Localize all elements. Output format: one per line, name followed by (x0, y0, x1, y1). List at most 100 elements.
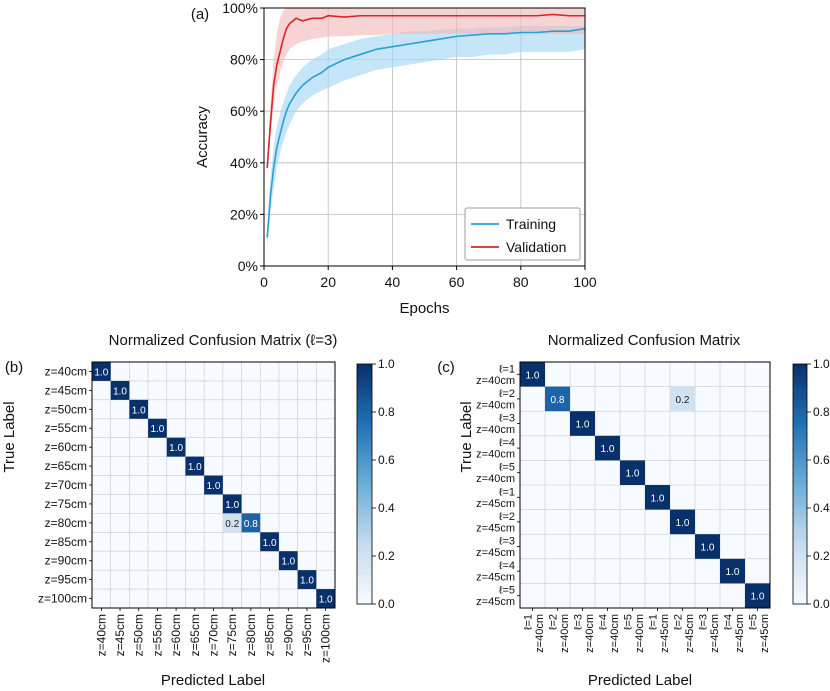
undefined-y-axis-label: True Label (458, 401, 475, 472)
undefined-cell-7-7 (695, 534, 720, 559)
undefined-cell-label-3-3: 1.0 (601, 444, 615, 455)
undefined-row-label-1-line-0: ℓ=2 (499, 388, 515, 400)
undefined-col-label-2-line-0: ℓ=3 (573, 614, 585, 630)
undefined-row-label-2-line-0: ℓ=3 (499, 413, 515, 425)
undefined-col-label-4-line-0: ℓ=5 (623, 614, 635, 630)
undefined-colorbar (792, 363, 808, 605)
undefined-row-label-7: z=75cm (45, 497, 87, 511)
undefined-cell-8-8 (720, 558, 745, 584)
undefined-cell-label-6-6: 1.0 (676, 518, 690, 529)
undefined-row-label-7-line-1: z=45cm (476, 547, 515, 559)
undefined-row-label-1: ℓ=2 z=40cm (476, 388, 515, 412)
undefined-col-label-3-line-1: z=40cm (609, 614, 621, 653)
undefined-cell-7-7 (222, 494, 242, 514)
plot-area (266, 8, 585, 246)
x-tick-label-1: 20 (320, 274, 336, 290)
undefined-cell-8-7 (222, 513, 242, 533)
undefined-row-label-4-line-1: z=40cm (476, 473, 515, 485)
undefined-cell-label-2-2: 1.0 (132, 405, 146, 416)
undefined-col-label-9: z=85cm (263, 614, 277, 656)
undefined-row-label-0: ℓ=1 z=40cm (476, 363, 515, 387)
undefined-cell-label-8-7: 0.2 (225, 519, 239, 530)
undefined-cell-4-4 (620, 460, 645, 485)
undefined-col-label-8: ℓ=4z=45cm (723, 614, 747, 653)
undefined-col-label-9: ℓ=5z=45cm (748, 614, 772, 653)
undefined-y-axis-label: True Label (1, 401, 18, 472)
confusion-matrix-l3: 1.0 1.0 1.0 1.0 1.0 1.0 1.0 1.0 0.2 0.8 1.0 1.0 1.0 1… (1, 332, 395, 689)
undefined-cell-label-7-7: 1.0 (225, 500, 239, 511)
undefined-cell-1-6 (670, 386, 695, 412)
undefined-col-label-3: z=55cm (150, 614, 164, 656)
undefined-cell-0-0 (520, 362, 545, 387)
confusion-matrix-all: 1.00.8 0.21.01.01.01.01.01.01.01.0ℓ=1 z=40… (437, 332, 830, 689)
undefined-col-label-6: ℓ=2z=45cm (673, 614, 697, 653)
undefined-row-label-8-line-0: ℓ=4 (499, 560, 515, 572)
undefined-col-label-8-line-1: z=45cm (734, 614, 746, 653)
undefined-cell-1-1 (110, 380, 130, 400)
undefined-col-label-10: z=90cm (281, 614, 295, 656)
undefined-cell-label-4-4: 1.0 (169, 443, 183, 454)
undefined-col-label-1-line-1: z=40cm (559, 614, 571, 653)
undefined-col-label-3-line-0: ℓ=4 (598, 614, 610, 630)
y-tick-label-4: 80% (230, 52, 258, 68)
undefined-row-label-0-line-1: z=40cm (476, 375, 515, 387)
undefined-row-label-9-line-1: z=45cm (476, 596, 515, 608)
undefined-row-label-5-line-0: ℓ=1 (499, 486, 515, 498)
undefined-colorbar-label-0: 0.0 (813, 597, 830, 611)
undefined-colorbar-label-4: 0.8 (378, 405, 395, 419)
undefined-col-label-1-line-0: ℓ=2 (548, 614, 560, 630)
undefined-cell-2-2 (129, 399, 149, 419)
undefined-col-label-4: z=60cm (169, 614, 183, 656)
undefined-row-label-8: z=80cm (45, 516, 87, 530)
undefined-cell-3-3 (595, 435, 620, 461)
undefined-col-label-7-line-0: ℓ=3 (698, 614, 710, 630)
legend-label-validation: Validation (506, 239, 566, 255)
y-axis-label: Accuracy (194, 106, 211, 168)
undefined-col-label-7-line-1: z=45cm (709, 614, 721, 653)
undefined-col-label-7: ℓ=3z=45cm (698, 614, 722, 653)
undefined-row-label-4-line-0: ℓ=5 (499, 462, 515, 474)
undefined-col-label-0: ℓ=1z=40cm (523, 614, 547, 653)
undefined-col-label-2: ℓ=3z=40cm (573, 614, 597, 653)
undefined-col-label-4: ℓ=5z=40cm (623, 614, 647, 653)
undefined-row-label-3-line-1: z=40cm (476, 449, 515, 461)
undefined-row-label-5: z=65cm (45, 459, 87, 473)
undefined-colorbar-label-1: 0.2 (378, 549, 395, 563)
undefined-cell-0-0 (92, 362, 111, 381)
undefined-cell-6-6 (670, 509, 695, 535)
undefined-cell-label-0-0: 1.0 (94, 367, 108, 378)
undefined-cell-label-3-3: 1.0 (150, 424, 164, 435)
undefined-row-label-2: ℓ=3 z=40cm (476, 413, 515, 437)
undefined-row-label-3: ℓ=4 z=40cm (476, 437, 515, 461)
undefined-colorbar-label-3: 0.6 (378, 453, 395, 467)
undefined-col-label-9-line-1: z=45cm (759, 614, 771, 653)
undefined-col-label-5: z=65cm (188, 614, 202, 656)
undefined-col-label-5-line-1: z=45cm (659, 614, 671, 653)
undefined-cell-11-11 (297, 570, 317, 590)
undefined-colorbar-label-3: 0.6 (813, 453, 830, 467)
y-tick-label-0: 0% (238, 258, 258, 274)
undefined-row-label-6-line-0: ℓ=2 (499, 511, 515, 523)
y-tick-label-3: 60% (230, 103, 258, 119)
undefined-row-label-0: z=40cm (45, 364, 87, 378)
undefined-cell-1-1 (545, 386, 570, 412)
undefined-colorbar-label-0: 0.0 (378, 597, 395, 611)
undefined-row-label-1: z=45cm (45, 383, 87, 397)
undefined-col-label-8: z=80cm (244, 614, 258, 656)
undefined-cell-label-2-2: 1.0 (576, 420, 590, 431)
undefined-row-label-5: ℓ=1 z=45cm (476, 486, 515, 510)
undefined-row-label-6: ℓ=2 z=45cm (476, 511, 515, 535)
undefined-row-label-7: ℓ=3 z=45cm (476, 536, 515, 560)
undefined-col-label-11: z=95cm (300, 614, 314, 656)
panel-label-a: (a) (191, 6, 209, 23)
undefined-row-label-9: ℓ=5 z=45cm (476, 585, 515, 609)
legend-label-training: Training (506, 216, 556, 232)
undefined-row-label-12: z=100cm (38, 592, 87, 606)
x-tick-label-4: 80 (513, 274, 529, 290)
x-tick-label-3: 60 (449, 274, 465, 290)
y-tick-label-1: 20% (230, 206, 258, 222)
undefined-cell-9-9 (745, 583, 770, 608)
undefined-row-label-9: z=85cm (45, 535, 87, 549)
y-tick-label-2: 40% (230, 155, 258, 171)
